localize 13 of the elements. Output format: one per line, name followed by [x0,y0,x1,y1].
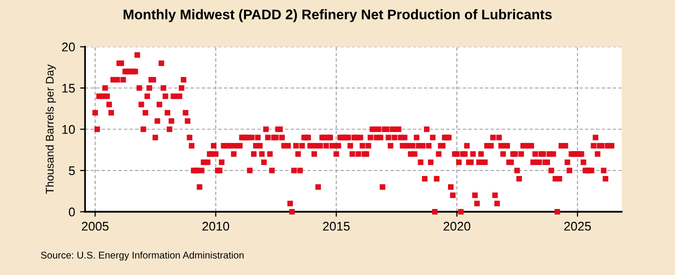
y-tick-label: 10 [62,125,75,134]
y-axis-title: Thousand Barrels per Day [46,64,56,194]
x-tick-label: 2020 [444,222,470,231]
y-tick-label: 5 [68,166,75,176]
chart-title: Monthly Midwest (PADD 2) Refinery Net Production of Lubricants [124,9,552,22]
y-tick-label: 20 [62,42,75,52]
y-tick-label: 15 [62,84,75,93]
source-note: Source: U.S. Energy Information Administration [40,251,244,261]
x-tick-label: 2005 [82,222,109,231]
y-tick-label: 0 [68,208,75,216]
x-tick-label: 2010 [202,222,230,231]
x-tick-label: 2015 [323,222,350,231]
x-tick-label: 2025 [564,222,591,231]
